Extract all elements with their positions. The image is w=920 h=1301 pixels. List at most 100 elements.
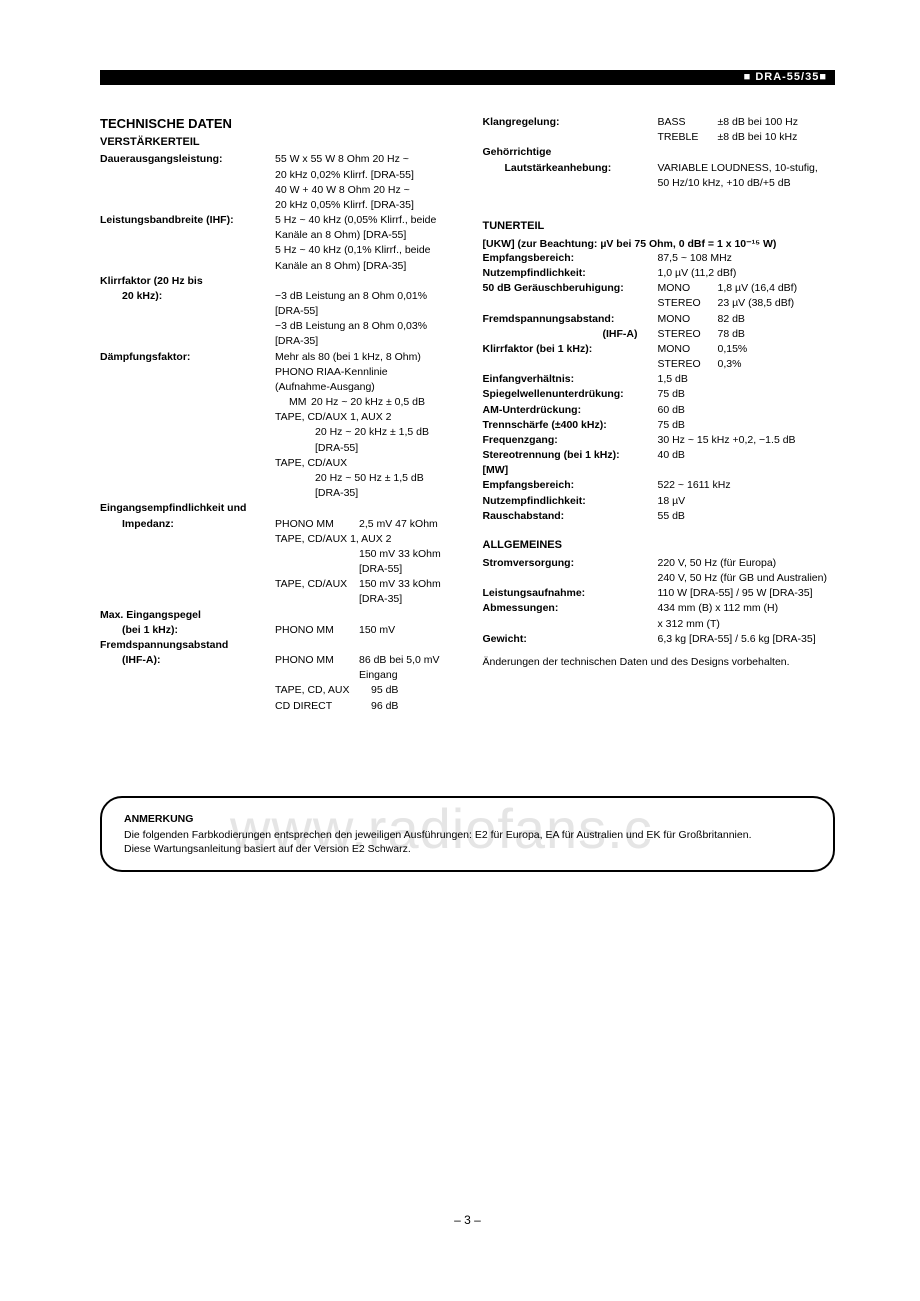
- gew-label: Gewicht:: [483, 632, 658, 646]
- dauer-v3: 40 W + 40 W 8 Ohm 20 Hz ~: [275, 183, 453, 197]
- page-number: – 3 –: [100, 1212, 835, 1228]
- daemp-v10: [DRA-35]: [275, 486, 453, 500]
- klirr-v3: −3 dB Leistung an 8 Ohm 0,03%: [275, 319, 453, 333]
- leist-v3: 5 Hz ~ 40 kHz (0,1% Klirrf., beide: [275, 243, 453, 257]
- gew-val: 6,3 kg [DRA-55] / 5.6 kg [DRA-35]: [658, 632, 836, 646]
- ein-v6: [DRA-35]: [275, 592, 453, 606]
- fsp-r1: MONO82 dB: [658, 312, 836, 326]
- freq-val: 30 Hz ~ 15 kHz +0,2, −1.5 dB: [658, 433, 836, 447]
- tuner-title: TUNERTEIL: [483, 219, 836, 234]
- empf-label: Empfangsbereich:: [483, 251, 658, 265]
- header-bar: ■ DRA-55/35■: [100, 70, 835, 85]
- am-label: AM-Unterdrückung:: [483, 403, 658, 417]
- dauer-v1: 55 W x 55 W 8 Ohm 20 Hz ~: [275, 152, 453, 166]
- ein-v3: 150 mV 33 kOhm: [275, 547, 453, 561]
- stereo-val: 40 dB: [658, 448, 836, 462]
- klirr-v1: −3 dB Leistung an 8 Ohm 0,01%: [275, 289, 453, 303]
- columns: TECHNISCHE DATEN VERSTÄRKERTEIL Daueraus…: [100, 115, 835, 714]
- daemp-v4: MM20 Hz ~ 20 kHz ± 0,5 dB: [275, 395, 453, 409]
- stereo-label: Stereotrennung (bei 1 kHz):: [483, 448, 658, 462]
- klirr2-label: Klirrfaktor (bei 1 kHz):: [483, 342, 658, 356]
- fremd-v2: Eingang: [275, 668, 453, 682]
- strom-v2: 240 V, 50 Hz (für GB und Australien): [658, 571, 836, 585]
- rausch-label: Rauschabstand:: [483, 509, 658, 523]
- max-label2: (bei 1 kHz):: [100, 623, 275, 637]
- klirr-v4: [DRA-35]: [275, 334, 453, 348]
- leist-label: Leistungsbandbreite (IHF):: [100, 213, 275, 227]
- rausch-val: 55 dB: [658, 509, 836, 523]
- fsp-label2: (IHF-A): [483, 327, 658, 341]
- fremd-label2: (IHF-A):: [100, 653, 275, 667]
- strom-label: Stromversorgung:: [483, 556, 658, 570]
- nutz-label: Nutzempfindlichkeit:: [483, 266, 658, 280]
- max-v1: PHONO MM150 mV: [275, 623, 453, 637]
- ukw-note: [UKW] (zur Beachtung: µV bei 75 Ohm, 0 d…: [483, 237, 836, 251]
- empf2-val: 522 ~ 1611 kHz: [658, 478, 836, 492]
- klirr2-r1: MONO0,15%: [658, 342, 836, 356]
- ein-v2: TAPE, CD/AUX 1, AUX 2: [275, 532, 453, 546]
- am-val: 60 dB: [658, 403, 836, 417]
- strom-v1: 220 V, 50 Hz (für Europa): [658, 556, 836, 570]
- daemp-v1: Mehr als 80 (bei 1 kHz, 8 Ohm): [275, 350, 453, 364]
- spieg-label: Spiegelwellenunterdrükung:: [483, 387, 658, 401]
- klirr-label2: 20 kHz):: [100, 289, 275, 303]
- daemp-v9: 20 Hz ~ 50 Hz ± 1,5 dB: [275, 471, 453, 485]
- fremd-v3: TAPE, CD, AUX95 dB: [275, 683, 453, 697]
- fsp-r2: STEREO78 dB: [658, 327, 836, 341]
- left-column: TECHNISCHE DATEN VERSTÄRKERTEIL Daueraus…: [100, 115, 453, 714]
- dauer-v4: 20 kHz 0,05% Klirrf. [DRA-35]: [275, 198, 453, 212]
- trenn-val: 75 dB: [658, 418, 836, 432]
- spieg-val: 75 dB: [658, 387, 836, 401]
- mw-label: [MW]: [483, 463, 658, 477]
- leist-v2: Kanäle an 8 Ohm) [DRA-55]: [275, 228, 453, 242]
- leist2-val: 110 W [DRA-55] / 95 W [DRA-35]: [658, 586, 836, 600]
- ein-label2: Impedanz:: [100, 517, 275, 531]
- trenn-label: Trennschärfe (±400 kHz):: [483, 418, 658, 432]
- einf-label: Einfangverhältnis:: [483, 372, 658, 386]
- einf-val: 1,5 dB: [658, 372, 836, 386]
- leist2-label: Leistungsaufnahme:: [483, 586, 658, 600]
- nutz2-val: 18 µV: [658, 494, 836, 508]
- ein-v1: PHONO MM2,5 mV 47 kOhm: [275, 517, 453, 531]
- gehoer-label2: Lautstärkeanhebung:: [483, 161, 658, 175]
- note-box: ANMERKUNG Die folgenden Farbkodierungen …: [100, 796, 835, 873]
- freq-label: Frequenzgang:: [483, 433, 658, 447]
- fremd-label1: Fremdspannungsabstand: [100, 638, 275, 652]
- main-title: TECHNISCHE DATEN: [100, 115, 453, 133]
- model-label: ■ DRA-55/35■: [744, 70, 827, 85]
- daemp-label: Dämpfungsfaktor:: [100, 350, 275, 364]
- gehoer-v2: 50 Hz/10 kHz, +10 dB/+5 dB: [658, 176, 836, 190]
- db50-r2: STEREO23 µV (38,5 dBf): [658, 296, 836, 310]
- nutz-val: 1,0 µV (11,2 dBf): [658, 266, 836, 280]
- empf2-label: Empfangsbereich:: [483, 478, 658, 492]
- fremd-v4: CD DIRECT96 dB: [275, 699, 453, 713]
- allg-title: ALLGEMEINES: [483, 538, 836, 553]
- daemp-v7: [DRA-55]: [275, 441, 453, 455]
- note-title: ANMERKUNG: [124, 812, 811, 826]
- klang-r1: BASS±8 dB bei 100 Hz: [658, 115, 836, 129]
- abm-v1: 434 mm (B) x 112 mm (H): [658, 601, 836, 615]
- daemp-v2: PHONO RIAA-Kennlinie: [275, 365, 453, 379]
- leist-v1: 5 Hz ~ 40 kHz (0,05% Klirrf., beide: [275, 213, 453, 227]
- klirr-label1: Klirrfaktor (20 Hz bis: [100, 274, 275, 288]
- fsp-label1: Fremdspannungsabstand:: [483, 312, 658, 326]
- daemp-v8: TAPE, CD/AUX: [275, 456, 453, 470]
- db50-label: 50 dB Geräuschberuhigung:: [483, 281, 658, 295]
- ein-v4: [DRA-55]: [275, 562, 453, 576]
- max-label1: Max. Eingangspegel: [100, 608, 275, 622]
- ein-label1: Eingangsempfindlichkeit und: [100, 501, 275, 515]
- note-l2: Diese Wartungsanleitung basiert auf der …: [124, 842, 811, 856]
- daemp-v6: 20 Hz ~ 20 kHz ± 1,5 dB: [275, 425, 453, 439]
- gehoer-v1: VARIABLE LOUDNESS, 10-stufig,: [658, 161, 836, 175]
- dauer-v2: 20 kHz 0,02% Klirrf. [DRA-55]: [275, 168, 453, 182]
- nutz2-label: Nutzempfindlichkeit:: [483, 494, 658, 508]
- right-column: Klangregelung:BASS±8 dB bei 100 Hz TREBL…: [483, 115, 836, 714]
- amp-subtitle: VERSTÄRKERTEIL: [100, 135, 453, 150]
- daemp-v3: (Aufnahme-Ausgang): [275, 380, 453, 394]
- note-l1: Die folgenden Farbkodierungen entspreche…: [124, 828, 811, 842]
- daemp-v5: TAPE, CD/AUX 1, AUX 2: [275, 410, 453, 424]
- empf-val: 87,5 ~ 108 MHz: [658, 251, 836, 265]
- fremd-v1: PHONO MM86 dB bei 5,0 mV: [275, 653, 453, 667]
- abm-label: Abmessungen:: [483, 601, 658, 615]
- disclaimer: Änderungen der technischen Daten und des…: [483, 655, 836, 669]
